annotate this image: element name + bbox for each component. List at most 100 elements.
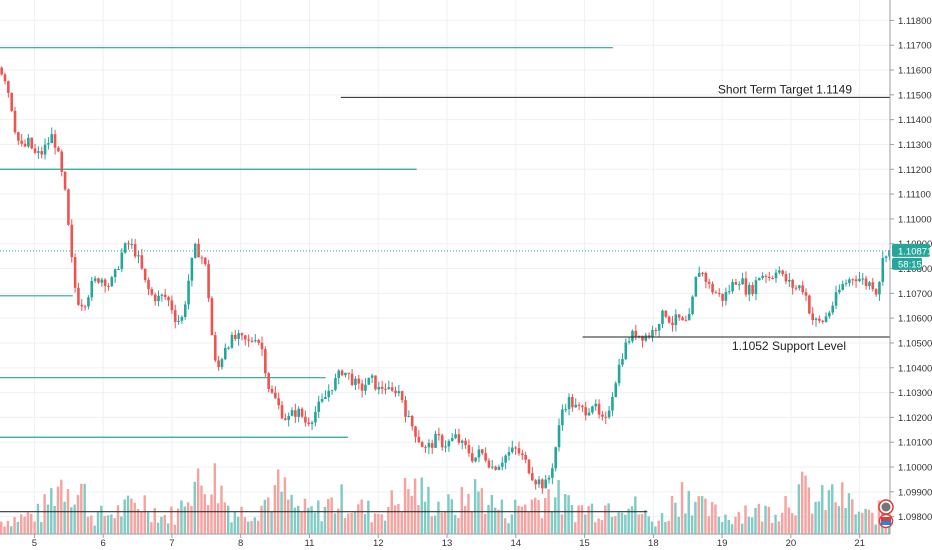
candle-body (834, 292, 838, 306)
volume-bar (657, 520, 660, 534)
candle-body (521, 453, 524, 456)
candle-body (457, 434, 461, 443)
candle-body (140, 255, 144, 269)
candle-body (711, 283, 714, 293)
volume-bar (256, 520, 260, 534)
volume-bar (383, 520, 387, 534)
volume-bar (620, 512, 624, 534)
volume-bars (0, 463, 891, 534)
volume-bar (6, 520, 10, 534)
volume-bar (580, 505, 584, 534)
candle-body (83, 306, 87, 308)
volume-bar (433, 515, 437, 534)
candle-body (330, 389, 334, 391)
volume-bar (687, 490, 690, 534)
candle-body (237, 333, 240, 339)
volume-bar (40, 522, 43, 534)
indicator-icon[interactable] (878, 499, 894, 515)
candle-body (337, 370, 341, 379)
candle-body (427, 443, 431, 448)
volume-bar (76, 494, 80, 534)
volume-bar (200, 485, 203, 534)
volume-bar (303, 498, 307, 534)
volume-bar (684, 513, 687, 534)
flag-icon[interactable] (878, 513, 894, 529)
volume-bar (794, 515, 797, 534)
candle-body (347, 372, 351, 374)
candle-body (290, 410, 294, 416)
candle-body (384, 388, 387, 390)
candle-body (684, 320, 688, 322)
candle-body (861, 278, 865, 280)
volume-bar (130, 498, 133, 534)
volume-bar (604, 505, 607, 534)
volume-bar (96, 512, 100, 534)
time-tick-label: 13 (442, 538, 453, 549)
candle-body (23, 143, 27, 147)
candle-body (447, 440, 451, 447)
candle-body (390, 387, 394, 391)
candle-body (70, 224, 74, 258)
candle-body (661, 310, 664, 325)
candle-body (464, 440, 467, 446)
volume-bar (600, 520, 604, 534)
price-axis[interactable]: 1.11800 1.11700 1.11600 1.11500 1.11400 1.113… (889, 0, 932, 550)
time-tick-label: 11 (305, 538, 315, 549)
volume-bar (650, 521, 654, 534)
time-tick-label: 7 (169, 538, 174, 549)
price-tick-label: 1.10000 (898, 463, 932, 474)
time-tick-label: 18 (648, 538, 659, 549)
candle-body (87, 297, 90, 307)
candle-body (727, 291, 731, 293)
candle-body (791, 279, 794, 288)
candle-body (544, 479, 547, 489)
time-tick-label: 5 (32, 538, 37, 549)
candle-body (841, 284, 845, 290)
volume-bar (841, 482, 844, 534)
candle-body (697, 272, 701, 277)
volume-bar (737, 511, 741, 534)
candle-body (33, 148, 37, 153)
volume-bar (497, 509, 500, 534)
candle-body (731, 282, 734, 292)
candle-body (474, 457, 477, 462)
volume-bar (70, 507, 73, 534)
candle-body (110, 277, 114, 287)
candle-body (844, 283, 848, 285)
candle-body (818, 318, 821, 321)
time-tick-label: 8 (238, 538, 243, 549)
volume-bar (517, 505, 520, 534)
candle-body (170, 300, 174, 311)
candle-body (374, 375, 377, 390)
volume-bar (400, 512, 403, 534)
price-tick-label: 1.11100 (898, 190, 931, 201)
candle-body (591, 406, 594, 413)
time-axis[interactable]: 5 6 7 8 11 12 13 14 15 18 19 20 21 (0, 533, 890, 549)
volume-bar (510, 514, 514, 534)
volume-bar (861, 512, 864, 534)
candle-body (113, 269, 117, 278)
candle-body (808, 295, 811, 314)
volume-bar (463, 506, 467, 534)
candle-body (677, 314, 681, 318)
volume-bar (483, 514, 487, 534)
candle-body (317, 401, 321, 412)
flag-stripe-red (881, 517, 891, 521)
candle-body (160, 294, 164, 296)
price-tick-label: 1.11600 (898, 66, 932, 77)
candle-body (37, 151, 40, 153)
candle-body (744, 278, 748, 295)
volume-bar (801, 471, 804, 534)
volume-bar (73, 504, 76, 534)
candle-body (761, 275, 764, 278)
candle-body (594, 403, 598, 407)
volume-bar (350, 512, 353, 534)
volume-bar (821, 485, 824, 534)
candle-body (264, 349, 267, 374)
candle-body (203, 257, 207, 265)
candle-body (183, 304, 187, 317)
volume-bar (270, 512, 273, 534)
volume-bar (273, 485, 277, 534)
volume-bar (370, 522, 373, 534)
